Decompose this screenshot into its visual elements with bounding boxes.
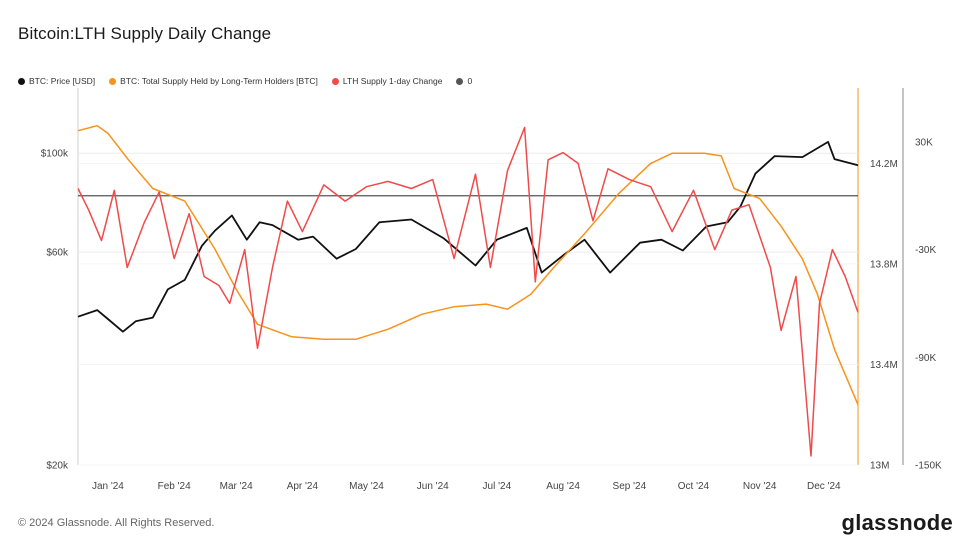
x-tick-label: Apr '24	[287, 481, 319, 492]
price-axis: $20k $60k $100k	[41, 149, 69, 472]
chart-title: Bitcoin:LTH Supply Daily Change	[18, 24, 272, 43]
price-tick-label: $100k	[41, 149, 69, 160]
series-layer	[77, 124, 859, 457]
change-tick-label: -30K	[915, 245, 936, 256]
legend-swatch-lth-supply	[109, 77, 117, 85]
x-tick-label: Oct '24	[678, 481, 710, 492]
supply-tick-label: 14.2M	[870, 159, 898, 170]
brand-logo: glassnode	[841, 510, 953, 535]
legend-swatch-price	[18, 77, 25, 85]
x-tick-label: Jan '24	[92, 481, 124, 492]
price-tick-label: $60k	[46, 248, 69, 259]
legend-swatch-zero	[456, 77, 464, 85]
grid-lines	[77, 88, 904, 466]
change-axis: -150K -90K -30K 30K	[915, 137, 942, 471]
legend-item-zero[interactable]: 0	[456, 76, 472, 86]
lth-supply-line	[77, 124, 859, 405]
x-axis: Jan '24 Feb '24 Mar '24 Apr '24 May '24 Jun '…	[92, 481, 841, 492]
price-line	[77, 141, 859, 333]
supply-tick-label: 13.8M	[870, 259, 898, 270]
legend-label-lth-change: LTH Supply 1-day Change	[342, 76, 443, 86]
x-tick-label: Nov '24	[743, 481, 777, 492]
change-tick-label: 30K	[915, 137, 933, 148]
x-tick-label: May '24	[349, 481, 384, 492]
legend: BTC: Price [USD] BTC: Total Supply Held …	[18, 76, 472, 86]
x-tick-label: Dec '24	[807, 481, 841, 492]
copyright-text: © 2024 Glassnode. All Rights Reserved.	[18, 517, 215, 529]
legend-swatch-lth-change	[331, 77, 339, 85]
legend-item-price[interactable]: BTC: Price [USD]	[18, 76, 95, 86]
legend-item-lth-supply[interactable]: BTC: Total Supply Held by Long-Term Hold…	[109, 76, 318, 86]
change-tick-label: -90K	[915, 353, 936, 364]
x-tick-label: Jun '24	[417, 481, 449, 492]
x-tick-label: Jul '24	[483, 481, 512, 492]
x-tick-label: Feb '24	[158, 481, 191, 492]
legend-label-price: BTC: Price [USD]	[29, 76, 96, 86]
legend-label-lth-supply: BTC: Total Supply Held by Long-Term Hold…	[120, 76, 318, 86]
legend-label-zero: 0	[467, 76, 473, 86]
lth-change-line	[77, 126, 859, 457]
supply-tick-label: 13M	[870, 461, 889, 472]
legend-item-lth-change[interactable]: LTH Supply 1-day Change	[331, 76, 443, 86]
supply-tick-label: 13.4M	[870, 360, 898, 371]
price-tick-label: $20k	[46, 461, 69, 472]
x-tick-label: Mar '24	[220, 481, 253, 492]
x-tick-label: Sep '24	[613, 481, 647, 492]
change-tick-label: -150K	[915, 461, 942, 472]
supply-axis: 13M 13.4M 13.8M 14.2M	[870, 159, 898, 472]
x-tick-label: Aug '24	[546, 481, 580, 492]
